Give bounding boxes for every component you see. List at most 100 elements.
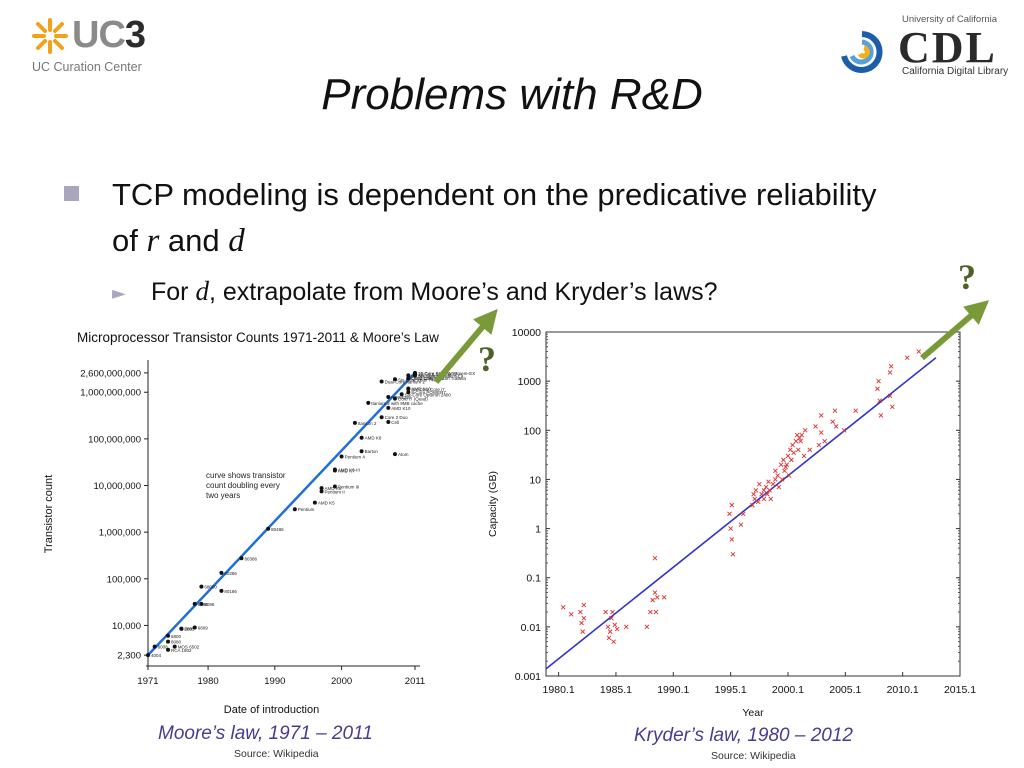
kryder-point	[751, 491, 756, 497]
kryder-point	[783, 464, 789, 470]
kryder-point	[785, 453, 791, 459]
bullet-1-var-d: d	[228, 223, 245, 259]
kryder-x-tick-label: 1980.1	[543, 684, 575, 696]
bullet-arrow-icon: ►	[112, 283, 126, 304]
moore-x-tick-label: 2000	[331, 676, 352, 687]
moore-point-label: 80486	[271, 527, 284, 532]
moore-point-label: Itanium 2	[358, 421, 377, 426]
moore-point-label: Cell	[391, 420, 399, 425]
kryder-point	[611, 639, 616, 644]
moore-x-tick-label: 2011	[405, 676, 425, 687]
kryder-point	[610, 609, 615, 615]
kryder-y-tick-label: 1	[535, 524, 541, 536]
kryder-point	[830, 419, 836, 424]
kryder-point	[833, 424, 839, 429]
moore-point	[413, 371, 417, 376]
kryder-point	[773, 477, 778, 482]
kryder-point	[832, 408, 838, 414]
moore-point-label: Atom	[398, 452, 409, 457]
kryder-point	[887, 393, 893, 399]
moore-point	[352, 420, 357, 425]
kryder-point	[816, 442, 822, 448]
moore-caption: Moore’s law, 1971 – 2011	[158, 723, 373, 744]
kryder-point	[853, 408, 858, 414]
uc3-logo-text: UC3	[72, 14, 146, 56]
slide-title: Problems with R&D	[321, 70, 703, 119]
bullet-square-icon	[64, 186, 79, 201]
kryder-point	[799, 432, 805, 438]
moore-point	[392, 396, 397, 401]
bullet-2-var-d: d	[195, 276, 209, 306]
kryder-point	[728, 526, 733, 531]
kryder-point	[730, 551, 736, 557]
kryder-point	[877, 398, 883, 404]
moore-point-label: 8088	[204, 602, 215, 607]
moore-point	[199, 584, 204, 589]
moore-point-label: 4004	[151, 653, 162, 658]
cdl-logo: University of California CDL California …	[836, 14, 1008, 80]
moore-point	[192, 601, 197, 606]
kryder-y-tick-label: 1000	[518, 376, 542, 388]
moore-point-label: Pentium II	[325, 489, 345, 494]
kryder-point	[750, 502, 755, 508]
kryder-point	[793, 438, 799, 444]
moore-point	[379, 379, 384, 384]
kryder-point	[606, 635, 612, 641]
moore-point-label: AMD K7	[338, 468, 355, 473]
kryder-point	[887, 370, 893, 375]
moore-point	[332, 484, 337, 489]
uc3-star-icon	[32, 18, 68, 54]
kryder-point	[813, 424, 818, 429]
kryder-point	[770, 481, 776, 487]
question-mark-2: ?	[958, 257, 976, 297]
kryder-point	[773, 468, 778, 474]
kryder-point	[653, 609, 659, 615]
moore-y-tick-label: 10,000,000	[93, 481, 141, 492]
kryder-point	[876, 378, 881, 384]
kryder-y-tick-label: 0.01	[521, 622, 542, 634]
kryder-point	[578, 609, 583, 615]
moore-point	[266, 526, 271, 531]
moore-point-label: 80186	[224, 589, 237, 594]
moore-point	[192, 625, 197, 630]
moore-point-label: Six-Core Core i7	[411, 387, 445, 392]
moore-point-label: Itanium 2 with 9MB cache	[371, 401, 423, 406]
kryder-y-label: Capacity (GB)	[487, 471, 499, 537]
kryder-point	[776, 484, 782, 490]
kryder-x-tick-label: 1995.1	[715, 684, 747, 696]
kryder-x-tick-label: 2010.1	[887, 684, 919, 696]
kryder-point	[605, 624, 611, 630]
kryder-point	[818, 430, 824, 435]
kryder-point	[790, 442, 795, 448]
kryder-caption: Kryder’s law, 1980 – 2012	[634, 725, 854, 746]
moore-y-tick-label: 1,000,000,000	[80, 388, 141, 399]
cdl-swirl-icon	[841, 31, 883, 73]
bullet-2: For d, extrapolate from Moore’s and Kryd…	[151, 276, 911, 307]
kryder-point	[775, 473, 780, 478]
moore-point-label: AMD K6-III	[338, 468, 360, 473]
kryder-point	[623, 624, 629, 630]
moore-source: Source: Wikipedia	[234, 748, 319, 760]
kryder-point	[729, 502, 735, 508]
kryder-point	[779, 477, 785, 482]
moore-y-tick-label: 1,000,000	[99, 528, 141, 539]
bullet-1: TCP modeling is dependent on the predica…	[112, 172, 892, 264]
moore-chart: Microprocessor Transistor Counts 1971-20…	[43, 330, 475, 716]
kryder-point	[740, 511, 746, 517]
kryder-point	[807, 447, 813, 453]
moore-point	[219, 588, 224, 593]
kryder-point	[784, 462, 790, 467]
moore-point	[179, 626, 184, 631]
moore-point	[319, 489, 324, 494]
kryder-point	[614, 626, 620, 632]
moore-annotation: count doubling every	[206, 481, 280, 490]
kryder-point	[644, 624, 650, 630]
kryder-point	[607, 629, 613, 634]
moore-point-label: 68000	[204, 585, 217, 590]
kryder-x-label: Year	[742, 707, 764, 719]
kryder-point	[650, 597, 655, 603]
kryder-y-tick-label: 0.001	[515, 671, 541, 683]
kryder-x-tick-label: 1990.1	[657, 684, 689, 696]
kryder-point	[761, 488, 767, 493]
moore-point-label: RCA 1802	[171, 648, 192, 653]
